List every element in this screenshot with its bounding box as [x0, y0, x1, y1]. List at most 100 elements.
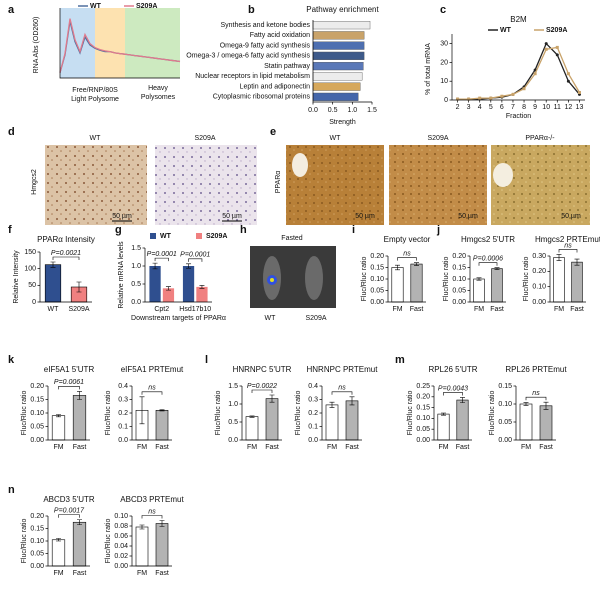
- y-axis-label: Relative mRNA levels: [118, 241, 125, 309]
- significance-label: ns: [338, 385, 346, 392]
- x-tick-label: Hsd17b10: [179, 306, 211, 313]
- error-bar: [165, 286, 171, 291]
- panel-letter: a: [8, 4, 15, 16]
- y-tick-label: 0.00: [370, 299, 384, 306]
- bar: [312, 92, 359, 101]
- bar: [312, 82, 361, 91]
- panel-letter: n: [8, 484, 15, 496]
- bar: [325, 404, 339, 441]
- y-tick-label: 0.00: [30, 563, 44, 570]
- y-axis-label: RNA Abs (OD260): [33, 17, 40, 74]
- y-tick-label: 0.00: [114, 563, 128, 570]
- error-bar: [395, 264, 400, 271]
- y-tick-label: 0.20: [30, 383, 44, 390]
- y-tick-label: 0.10: [452, 276, 466, 283]
- data-point: [566, 72, 570, 76]
- y-tick-label: 0.05: [416, 426, 430, 433]
- x-tick-label: FM: [474, 306, 484, 313]
- bar: [491, 268, 503, 303]
- bar: [456, 399, 469, 441]
- x-axis-label: Fraction: [506, 113, 531, 120]
- error-bar: [329, 401, 335, 408]
- axes: [59, 8, 180, 79]
- bar: [162, 288, 175, 302]
- bar: [72, 521, 87, 567]
- y-tick-label: 0.15: [30, 525, 44, 532]
- scale-label: 50 µm: [458, 213, 478, 220]
- bar: [245, 416, 259, 441]
- image-title: WT: [330, 135, 342, 142]
- x-tick-label: FM: [327, 444, 337, 451]
- error-bar: [186, 263, 192, 269]
- bar: [265, 398, 279, 441]
- panel-letter: j: [436, 224, 440, 236]
- error-bar: [159, 409, 165, 412]
- x-tick-label: 9: [533, 104, 537, 111]
- bar: [51, 415, 66, 441]
- data-point: [544, 42, 548, 46]
- panel-letter: i: [352, 224, 355, 236]
- x-tick-label: 12: [564, 104, 572, 111]
- legend-label: S209A: [546, 27, 567, 34]
- x-tick-label: 7: [511, 104, 515, 111]
- error-bar: [152, 262, 158, 270]
- y-tick-label: 0.10: [532, 284, 546, 291]
- image-label: S209A: [305, 315, 326, 322]
- chart-title: Hmgcs2 5'UTR: [461, 235, 515, 244]
- panel-letter: l: [205, 354, 208, 366]
- y-tick-label: 0.2: [118, 410, 128, 417]
- image-title: WT: [90, 135, 102, 142]
- y-axis-label: Fluc/Rluc ratio: [361, 257, 368, 302]
- error-bar: [77, 519, 82, 526]
- series-line: [59, 18, 181, 73]
- y-tick-label: 0.00: [30, 437, 44, 444]
- x-tick-label: 2: [456, 104, 460, 111]
- x-tick-label: 8: [522, 104, 526, 111]
- error-bar: [349, 396, 355, 406]
- category-label: Leptin and adiponectin: [240, 83, 311, 90]
- x-tick-label: FM: [392, 306, 402, 313]
- significance-bracket: [251, 389, 273, 393]
- bar: [312, 41, 365, 50]
- y-tick-label: 0.10: [114, 513, 128, 520]
- data-point: [577, 90, 581, 94]
- error-bar: [460, 397, 465, 403]
- x-tick-label: FM: [521, 444, 531, 451]
- x-tick-label: Fast: [73, 570, 87, 577]
- y-tick-label: 0.10: [416, 415, 430, 422]
- x-tick-label: 1.5: [367, 107, 377, 114]
- significance-label: ns: [564, 242, 572, 249]
- x-axis-label: Downstream targets of PPARα: [131, 315, 226, 322]
- axes: [321, 386, 362, 441]
- error-bar: [414, 262, 419, 266]
- error-bar: [269, 394, 275, 403]
- error-bar: [77, 391, 82, 400]
- y-tick-label: 0.20: [532, 268, 546, 275]
- bar: [44, 264, 62, 303]
- x-tick-label: 0.5: [328, 107, 338, 114]
- significance-label: P=0.0043: [438, 385, 468, 392]
- y-tick-label: 0.30: [532, 253, 546, 260]
- axes: [131, 386, 172, 441]
- y-tick-label: 30: [440, 40, 448, 47]
- x-tick-label: 10: [542, 104, 550, 111]
- bar: [312, 72, 363, 81]
- x-tick-label: FM: [137, 570, 147, 577]
- category-label: Synthesis and ketone bodies: [220, 22, 310, 29]
- error-bar: [556, 254, 562, 261]
- y-tick-label: 50: [28, 282, 36, 289]
- y-axis-label: Fluc/Rluc ratio: [105, 519, 112, 564]
- panel-letter: g: [115, 224, 122, 236]
- legend-label: WT: [160, 233, 172, 240]
- y-tick-label: 100: [24, 266, 36, 273]
- significance-label: ns: [403, 251, 411, 258]
- bar: [51, 539, 66, 567]
- y-tick-label: 0: [444, 97, 448, 104]
- y-tick-label: 0.25: [416, 383, 430, 390]
- histology-image: [155, 145, 257, 225]
- x-tick-label: Fast: [345, 444, 359, 451]
- y-tick-label: 0.06: [114, 533, 128, 540]
- series-line: [457, 46, 581, 100]
- error-bar: [476, 277, 482, 281]
- error-bar: [139, 524, 145, 530]
